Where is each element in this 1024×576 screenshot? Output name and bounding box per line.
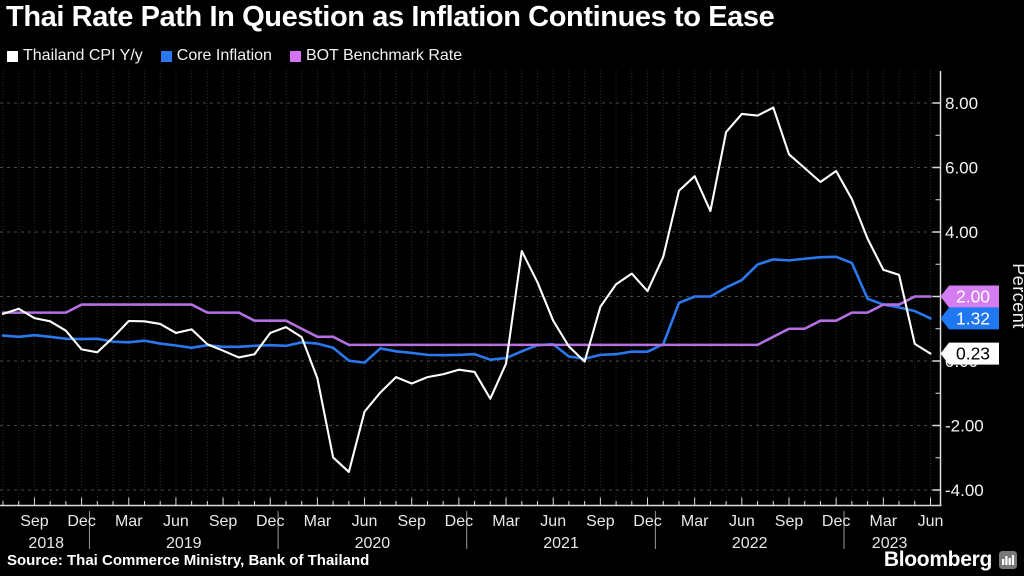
legend-label-bot-benchmark-rate: BOT Benchmark Rate: [305, 47, 463, 64]
series-line-core-inflation: [1, 255, 932, 364]
x-month-label: Sep: [397, 513, 426, 530]
x-month-label: Sep: [775, 513, 804, 530]
x-year-label: 2018: [28, 535, 64, 552]
x-month-label: Dec: [445, 513, 473, 530]
legend-swatch-thailand-cpi: [7, 50, 18, 62]
legend-item-thailand-cpi: Thailand CPI Y/y: [7, 47, 143, 65]
y-axis-title: Percent: [1009, 263, 1024, 329]
end-tag-value: 0.23: [956, 344, 990, 364]
x-axis-month-labels: Sep Dec Mar Jun Sep Dec Mar Jun Sep Dec Mar Jun Sep D…: [20, 513, 943, 530]
vertical-gridlines: [2, 70, 931, 506]
legend-swatch-core-inflation: [160, 50, 172, 62]
x-month-label: Sep: [20, 513, 49, 530]
end-tag: [940, 307, 999, 330]
x-month-label: Mar: [681, 513, 709, 530]
x-month-label: Sep: [209, 513, 238, 530]
x-month-label: Mar: [115, 513, 143, 530]
year-dividers: [88, 511, 845, 549]
horizontal-gridlines: [0, 102, 941, 491]
y-tick-label: 4.00: [945, 223, 978, 242]
legend: Thailand CPI Y/y Core Inflation BOT Benc…: [7, 47, 462, 65]
x-axis-year-labels: 2018 2019 2020 2021 2022 2023: [28, 535, 907, 552]
x-month-label: Jun: [540, 513, 566, 530]
x-month-label: Sep: [586, 513, 615, 530]
x-month-label: Mar: [492, 513, 520, 530]
y-tick-label: 6.00: [945, 159, 978, 178]
end-tag: [940, 285, 999, 308]
legend-swatch-bot-benchmark-rate: [289, 50, 301, 62]
x-month-label: Dec: [256, 513, 284, 530]
x-year-label: 2019: [166, 535, 202, 552]
y-axis-ticks: [932, 102, 941, 491]
legend-item-core-inflation: Core Inflation: [160, 47, 272, 65]
x-month-label: Jun: [163, 513, 189, 530]
x-month-label: Dec: [67, 513, 95, 530]
end-tag: [940, 342, 999, 365]
x-year-label: 2023: [872, 535, 908, 552]
legend-item-bot-benchmark-rate: BOT Benchmark Rate: [289, 47, 463, 65]
bloomberg-logo: Bloomberg: [884, 548, 1017, 572]
end-tag-value: 2.00: [956, 287, 990, 307]
series-line-thailand-cpi: [1, 106, 932, 473]
series-line-bot-benchmark-rate: [1, 295, 932, 347]
bar-chart-icon: [999, 551, 1017, 569]
y-tick-label: 8.00: [945, 94, 978, 113]
x-month-label: Jun: [729, 513, 755, 530]
x-month-label: Mar: [304, 513, 332, 530]
x-year-label: 2020: [355, 535, 391, 552]
legend-label-thailand-cpi: Thailand CPI Y/y: [23, 47, 143, 64]
x-month-label: Mar: [870, 513, 898, 530]
legend-label-core-inflation: Core Inflation: [176, 47, 272, 64]
chart-title: Thai Rate Path In Question as Inflation …: [6, 1, 775, 33]
x-month-label: Jun: [918, 513, 944, 530]
end-value-tags: 2.001.32 0.23: [940, 285, 999, 365]
x-month-label: Jun: [352, 513, 378, 530]
y-tick-label: -2.00: [945, 417, 984, 436]
bloomberg-wordmark: Bloomberg: [883, 548, 992, 571]
source-attribution: Source: Thai Commerce Ministry, Bank of …: [7, 552, 370, 569]
x-axis-ticks: [2, 497, 931, 506]
x-month-label: Dec: [633, 513, 661, 530]
x-year-label: 2021: [543, 535, 579, 552]
x-month-label: Dec: [822, 513, 850, 530]
x-year-label: 2022: [732, 535, 768, 552]
end-tag-value: 1.32: [956, 308, 990, 328]
y-tick-label: -4.00: [945, 481, 984, 500]
